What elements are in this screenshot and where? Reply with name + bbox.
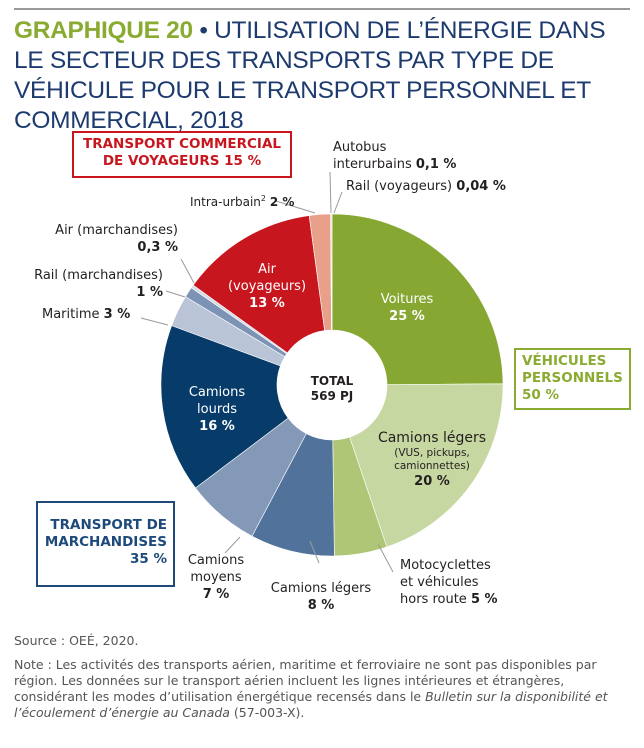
label-autobus: Autobus interurbains 0,1 %: [333, 140, 457, 172]
slice-voitures-0: [331, 213, 504, 385]
slice-air-voyageurs-9: [192, 215, 325, 354]
title-bullet: •: [192, 17, 215, 44]
top-rule: [14, 8, 630, 10]
leader-rail-march: [165, 290, 186, 298]
slice-camions-legers-1: [349, 383, 504, 548]
label-maritime: Maritime 3 %: [42, 307, 131, 322]
title-text: UTILISATION DE L’ÉNERGIE DANS LE SECTEUR…: [14, 17, 606, 134]
leader-lines: [140, 171, 394, 573]
label-rail-voyageurs: Rail (voyageurs) 0,04 %: [346, 179, 506, 194]
slice-camions-lourds-5: [160, 325, 289, 489]
label-camions-moyens: Camions moyens 7 %: [187, 553, 245, 602]
donut-center-total: TOTAL 569 PJ: [311, 374, 354, 404]
group-box-vehicules-personnels: VÉHICULES PERSONNELS 50 %: [514, 348, 631, 410]
leader-moto: [377, 543, 394, 573]
leader-maritime: [140, 317, 169, 326]
total-value: 569 PJ: [310, 389, 354, 403]
leader-moyens: [224, 536, 241, 554]
label-voitures: Voitures 25 %: [380, 292, 434, 324]
leader-autobus: [329, 171, 332, 214]
chart-title: GRAPHIQUE 20 • UTILISATION DE L’ÉNERGIE …: [14, 16, 634, 136]
leader-legers: [309, 540, 320, 564]
leader-intra: [275, 200, 316, 214]
label-rail-marchandises: Rail (marchandises) 1 %: [34, 268, 163, 300]
label-camions-legers-perso: Camions légers (VUS, pickups, camionnettes…: [377, 430, 487, 489]
label-camions-lourds: Camions lourds 16 %: [188, 385, 246, 434]
leader-rail-voy: [333, 191, 343, 214]
donut-slices: [160, 213, 504, 557]
label-intra-urbain: Intra-urbain2 2 %: [190, 194, 295, 209]
total-label: TOTAL: [310, 374, 354, 388]
label-air-voyageurs: Air (voyageurs) 13 %: [227, 262, 307, 311]
label-motocyclettes: Motocyclettes et véhicules hors route 5 %: [400, 558, 498, 607]
group-box-commercial-voyageurs: TRANSPORT COMMERCIAL DE VOYAGEURS 15 %: [72, 131, 292, 178]
note: Note : Les activités des transports aéri…: [14, 657, 608, 720]
figure-number: GRAPHIQUE 20: [14, 17, 193, 44]
leader-air-march: [180, 258, 195, 284]
label-air-marchandises: Air (marchandises) 0,3 %: [55, 223, 178, 255]
source: Source : OEÉ, 2020.: [14, 633, 139, 648]
label-camions-legers-march: Camions légers 8 %: [270, 581, 372, 613]
group-box-transport-marchandises: TRANSPORT DE MARCHANDISES 35 %: [36, 501, 175, 587]
